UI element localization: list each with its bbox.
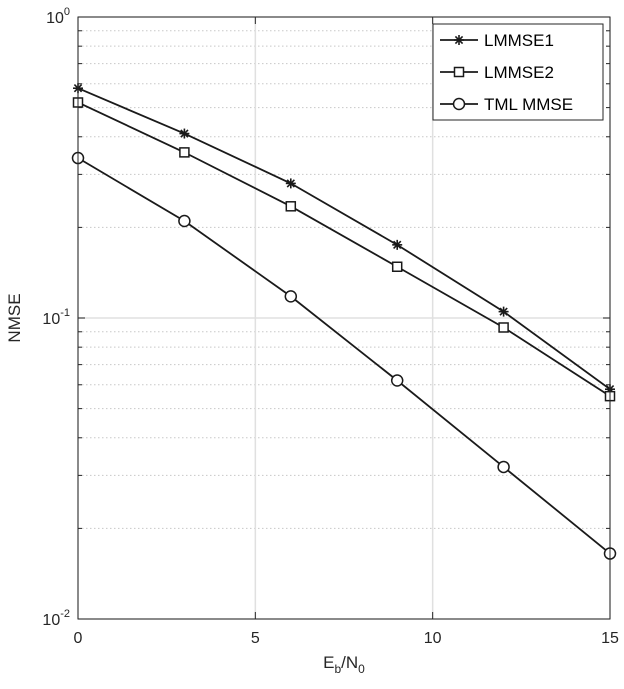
asterisk-marker xyxy=(392,239,403,250)
circle-marker xyxy=(452,97,466,111)
legend-entry: LMMSE2 xyxy=(440,63,554,82)
x-tick-label: 10 xyxy=(424,630,442,647)
ticks xyxy=(77,16,611,620)
legend: LMMSE1 LMMSE2 TML MMSE xyxy=(432,23,604,121)
y-axis-label: NMSE xyxy=(5,293,24,342)
square-marker xyxy=(179,147,190,158)
y-tick-label: 10-1 xyxy=(42,307,70,328)
x-axis-label-sub1: b xyxy=(334,662,341,676)
circle-marker xyxy=(390,374,404,387)
series-line xyxy=(77,87,611,390)
y-tick-label-base: 10 xyxy=(42,612,60,629)
square-marker xyxy=(498,322,509,333)
series-line xyxy=(77,101,611,397)
square-marker xyxy=(391,261,403,273)
y-tick-label-exponent: -1 xyxy=(60,307,70,319)
asterisk-marker xyxy=(179,128,190,139)
x-tick-label: 5 xyxy=(251,630,260,647)
series-lmmse2 xyxy=(72,97,616,402)
series-line xyxy=(77,157,611,555)
legend-label: TML MMSE xyxy=(484,95,573,114)
asterisk-marker xyxy=(498,306,509,317)
legend-entry: LMMSE1 xyxy=(440,31,554,50)
asterisk-marker xyxy=(454,35,464,45)
x-tick-labels: 0 5 10 15 xyxy=(74,630,619,647)
x-axis-label-main: E xyxy=(323,653,334,672)
y-tick-label-base: 10 xyxy=(46,10,64,27)
x-tick-label: 0 xyxy=(74,630,83,647)
asterisk-marker xyxy=(285,178,296,189)
y-tick-label: 100 xyxy=(46,6,70,27)
circle-marker xyxy=(284,290,298,303)
x-axis-label-sub2: 0 xyxy=(358,662,365,676)
x-axis-label-slash: /N xyxy=(341,653,358,672)
square-marker xyxy=(453,66,465,78)
x-tick-label: 15 xyxy=(601,630,619,647)
y-tick-label-exponent: 0 xyxy=(64,6,70,18)
circle-marker xyxy=(178,214,191,228)
y-tick-label-base: 10 xyxy=(42,311,60,328)
legend-label: LMMSE1 xyxy=(484,31,554,50)
square-marker xyxy=(285,201,297,212)
x-axis-label: Eb/N0 xyxy=(323,653,365,676)
legend-entry: TML MMSE xyxy=(440,95,573,114)
legend-label: LMMSE2 xyxy=(484,63,554,82)
circle-marker xyxy=(497,460,510,474)
y-tick-label-exponent: -2 xyxy=(60,608,70,620)
y-tick-label: 10-2 xyxy=(42,608,70,629)
